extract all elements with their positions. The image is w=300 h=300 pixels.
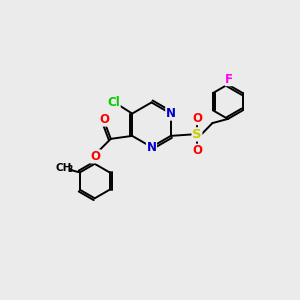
- Text: O: O: [90, 150, 100, 163]
- Text: F: F: [225, 73, 233, 85]
- Text: S: S: [192, 128, 202, 141]
- Text: CH: CH: [56, 163, 72, 173]
- Text: O: O: [99, 113, 109, 126]
- Text: O: O: [192, 144, 202, 157]
- Text: N: N: [146, 140, 157, 154]
- Text: N: N: [166, 107, 176, 120]
- Text: Cl: Cl: [107, 96, 120, 109]
- Text: 3: 3: [68, 165, 73, 174]
- Text: O: O: [192, 112, 202, 124]
